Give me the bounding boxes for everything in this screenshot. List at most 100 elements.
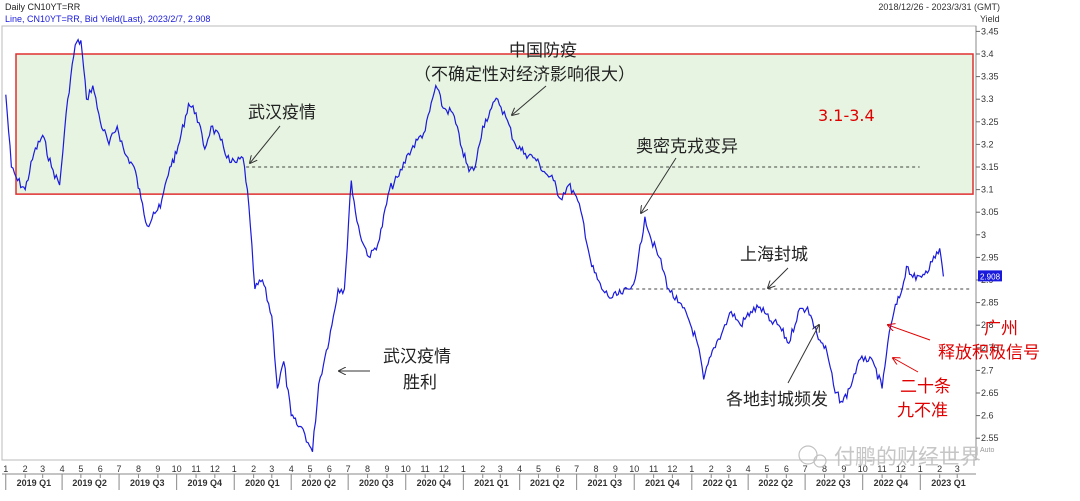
x-tick-label: 3 [498,464,503,474]
y-tick-label: 3.15 [981,162,999,172]
x-quarter-label: 2021 Q1 [474,478,509,488]
wechat-icon-bubble [813,454,827,468]
x-tick-label: 4 [517,464,522,474]
x-tick-label: 8 [365,464,370,474]
last-value-label: 2.908 [980,272,1001,281]
x-tick-label: 6 [327,464,332,474]
x-tick-label: 3 [955,464,960,474]
x-quarter-label: 2019 Q4 [188,478,223,488]
x-tick-label: 3 [269,464,274,474]
x-tick-label: 5 [78,464,83,474]
annotation-lockdowns: 各地封城频发 [726,390,828,410]
x-tick-label: 1 [232,464,237,474]
y-tick-label: 2.65 [981,388,999,398]
annotation-guangzhou-2: 释放积极信号 [938,343,1040,363]
x-quarter-label: 2021 Q2 [530,478,565,488]
x-quarter-label: 2022 Q1 [703,478,738,488]
x-tick-label: 12 [439,464,449,474]
x-tick-label: 8 [822,464,827,474]
x-tick-label: 12 [210,464,220,474]
y-tick-label: 3.1 [981,185,994,195]
x-tick-label: 12 [896,464,906,474]
x-tick-label: 10 [858,464,868,474]
x-quarter-label: 2021 Q4 [645,478,680,488]
annotation-shanghai: 上海封城 [740,245,808,265]
x-tick-label: 6 [784,464,789,474]
x-tick-label: 7 [117,464,122,474]
x-tick-label: 11 [649,464,658,474]
date-range: 2018/12/26 - 2023/3/31 (GMT) [878,2,1000,12]
yield-line [5,38,944,453]
x-tick-label: 11 [420,464,429,474]
x-tick-label: 4 [289,464,294,474]
y-tick-label: 2.55 [981,433,999,443]
range-band [15,53,974,195]
x-quarter-label: 2020 Q4 [417,478,452,488]
arrow-guangzhou [888,325,931,341]
x-tick-label: 11 [877,464,886,474]
x-quarter-label: 2021 Q3 [588,478,623,488]
x-tick-label: 3 [726,464,731,474]
last-value-tag [978,270,1002,282]
y-tick-label: 3.25 [981,117,999,127]
x-quarter-label: 2019 Q2 [72,478,107,488]
x-tick-label: 9 [384,464,389,474]
x-tick-label: 2 [709,464,714,474]
x-tick-label: 8 [136,464,141,474]
annotation-victory-1: 武汉疫情 [383,347,451,367]
y-tick-label: 3.3 [981,94,994,104]
reference-lines [246,166,972,290]
annotation-twenty-2: 九不准 [897,401,948,421]
x-tick-label: 1 [461,464,466,474]
annotation-guangzhou-1: 广州 [984,319,1018,339]
y-unit-label: Yield [980,14,1000,24]
arrow-twenty [893,358,919,373]
y-tick-label: 3.4 [981,49,994,59]
watermark-text: 付鹏的财经世界 [834,445,981,469]
y-axis-ticks: 3.45 3.4 3.35 3.3 3.25 3.2 3.15 3.1 3.05 3 2.95 2.9… [976,26,999,443]
y-tick-label: 2.8 [981,320,994,330]
x-tick-label: 10 [629,464,639,474]
y-tick-label: 3.45 [981,26,999,36]
x-tick-label: 10 [172,464,182,474]
annotation-china-1: 中国防疫 [509,41,577,61]
x-tick-label: 2 [23,464,28,474]
x-tick-label: 2 [251,464,256,474]
x-quarter-label: 2020 Q2 [301,478,336,488]
x-axis-ticks: 1 2 3 4 5 6 7 8 9 10 11 12 1 2 3 4 5 6 7 8 9 10 11 12 1 2 3 4 5 6 7 8 9 1… [2,464,976,490]
annotation-victory-2: 胜利 [403,373,437,393]
x-tick-label: 9 [155,464,160,474]
chart-legend: Line, CN10YT=RR, Bid Yield(Last), 2023/2… [5,14,210,24]
y-tick-label: 2.75 [981,343,999,353]
arrow-shanghai [768,267,789,288]
arrow-omicron [641,157,677,213]
x-tick-label: 9 [613,464,618,474]
x-tick-label: 7 [346,464,351,474]
x-tick-label: 2 [937,464,942,474]
x-tick-label: 4 [60,464,65,474]
y-axis-suffix: Auto [980,447,995,454]
x-quarter-label: 2022 Q2 [758,478,793,488]
y-tick-label: 2.6 [981,411,994,421]
arrow-lockdowns [787,325,819,384]
arrow-wuhan [250,125,281,163]
x-tick-label: 5 [764,464,769,474]
y-tick-label: 3.35 [981,72,999,82]
annotations: 武汉疫情 中国防疫 （不确定性对经济影响很大） 奥密克戎变异 上海封城 武汉疫情… [248,41,1040,421]
x-tick-label: 6 [555,464,560,474]
x-tick-label: 11 [191,464,200,474]
x-quarter-label: 2020 Q1 [245,478,280,488]
x-tick-label: 1 [918,464,923,474]
x-tick-label: 7 [803,464,808,474]
x-quarter-label: 2022 Q4 [874,478,909,488]
y-tick-label: 3.2 [981,139,994,149]
x-tick-label: 5 [307,464,312,474]
wechat-icon [798,445,818,465]
y-tick-label: 3.05 [981,207,999,217]
x-tick-label: 1 [689,464,694,474]
x-tick-label: 10 [401,464,411,474]
band-label: 3.1-3.4 [818,106,875,125]
x-tick-label: 4 [746,464,751,474]
x-tick-label: 5 [536,464,541,474]
